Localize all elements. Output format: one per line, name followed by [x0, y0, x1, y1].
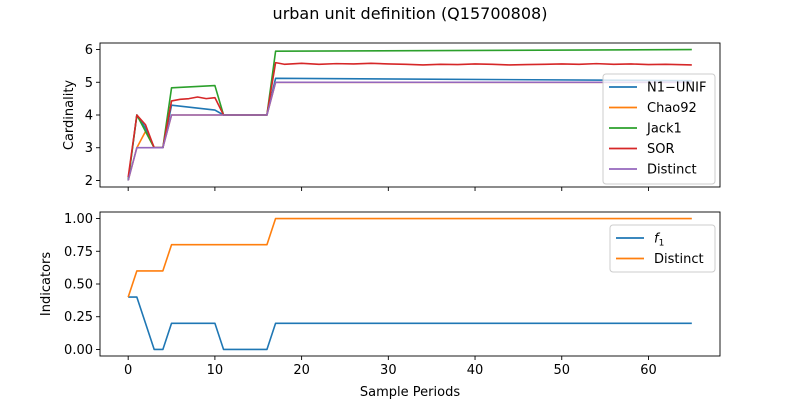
series-line-distinct	[127, 217, 692, 298]
x-tick-label: 60	[640, 363, 657, 378]
y-axis-label: Indicators	[39, 252, 54, 316]
y-tick-label: 0.50	[64, 278, 93, 293]
y-tick-label: 0.75	[64, 245, 93, 260]
y-axis-label: Cardinality	[62, 80, 77, 151]
y-tick-label: 2	[85, 174, 93, 189]
legend-label-chao92: Chao92	[647, 101, 697, 116]
series-line-distinct	[127, 81, 692, 181]
figure-title: urban unit definition (Q15700808)	[273, 4, 548, 23]
legend: N1−UNIF Chao92 Jack1 SOR Distinct	[602, 73, 716, 185]
y-tick-label: 6	[85, 43, 93, 58]
y-tick-label: 5	[85, 76, 93, 91]
y-tick-label: 1.00	[64, 212, 93, 227]
legend-label-f-1: f1	[654, 232, 664, 249]
y-tick-label: 3	[85, 141, 93, 156]
legend: f1 Distinct	[609, 224, 716, 273]
series-line-sor	[127, 61, 692, 178]
x-axis-label: Sample Periods	[360, 385, 460, 400]
legend-label-sor: SOR	[647, 142, 675, 157]
legend-label-n1-unif: N1−UNIF	[647, 81, 706, 96]
y-tick-label: 0.00	[64, 343, 93, 358]
x-tick-label: 40	[467, 363, 484, 378]
x-tick-label: 0	[124, 363, 132, 378]
x-tick-label: 50	[553, 363, 570, 378]
legend-label-distinct: Distinct	[654, 252, 704, 267]
x-tick-label: 30	[380, 363, 397, 378]
indicators-panel: 0.00 0.25 0.50 0.75 1.00 0 10 20 30 40 50 60 Indicat…	[39, 211, 721, 400]
series-line-f-1	[128, 296, 692, 351]
legend-box	[602, 73, 716, 185]
legend-label-distinct: Distinct	[647, 163, 697, 178]
cardinality-panel: 2 3 4 5 6 Cardinality N1−UNIF Chao92 Jack1 SOR Dis…	[62, 42, 721, 191]
x-tick-label: 20	[293, 363, 310, 378]
legend-label-jack1: Jack1	[646, 122, 682, 137]
y-tick-label: 0.25	[64, 310, 93, 325]
x-tick-label: 10	[207, 363, 224, 378]
legend-box	[609, 224, 716, 273]
y-tick-label: 4	[85, 109, 93, 124]
